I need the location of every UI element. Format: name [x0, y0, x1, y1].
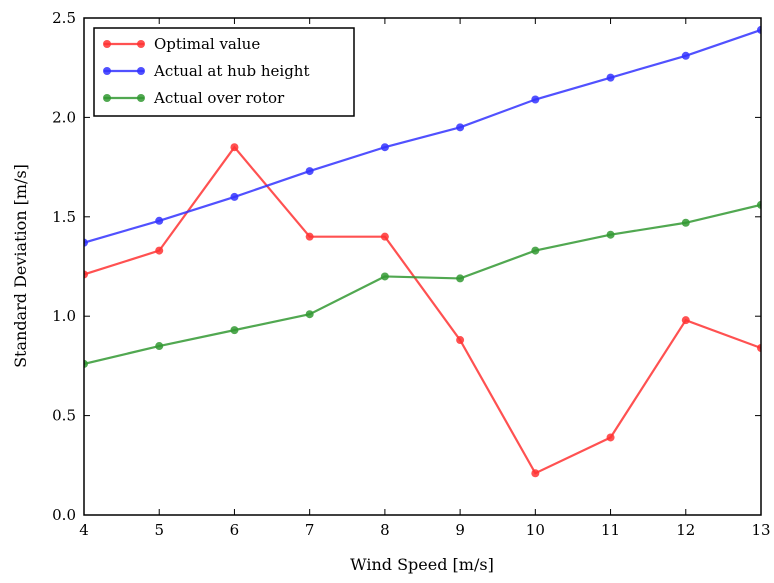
- y-tick-label: 0.0: [52, 506, 76, 524]
- legend-marker-3: [137, 94, 145, 102]
- y-tick-label: 2.5: [52, 9, 76, 27]
- series-line-3: [84, 203, 761, 365]
- plot-frame: [83, 17, 762, 516]
- series-3-point: [230, 326, 239, 335]
- series-2-point: [606, 73, 615, 82]
- series-3-point: [84, 359, 88, 368]
- series-1-point: [606, 433, 615, 442]
- x-axis-label: Wind Speed [m/s]: [350, 555, 494, 574]
- y-tick-label: 2.0: [52, 108, 76, 126]
- series-1-point: [380, 232, 389, 241]
- y-tick-label: 1.5: [52, 208, 76, 226]
- x-tick-label: 7: [305, 521, 315, 539]
- legend-marker-1: [103, 40, 111, 48]
- series-3-point: [155, 342, 164, 351]
- series-2-point: [681, 51, 690, 60]
- legend-label-3: Actual over rotor: [153, 89, 285, 107]
- y-tick-label: 1.0: [52, 307, 76, 325]
- series-line-2: [84, 28, 761, 244]
- series-3-point: [456, 274, 465, 283]
- y-tick-label: 0.5: [52, 407, 76, 425]
- series-1-point: [230, 143, 239, 152]
- legend-marker-1: [137, 40, 145, 48]
- series-1-point: [456, 336, 465, 345]
- series-3-point: [606, 230, 615, 239]
- series-2-point: [84, 238, 88, 247]
- series-2-point: [456, 123, 465, 132]
- x-tick-label: 4: [79, 521, 89, 539]
- y-axis-label: Standard Deviation [m/s]: [11, 164, 30, 368]
- series-2-point: [531, 95, 540, 104]
- series-1-point: [84, 270, 88, 279]
- x-tick-label: 13: [751, 521, 770, 539]
- series-3-point: [305, 310, 314, 319]
- x-tick-label: 9: [455, 521, 465, 539]
- legend: Optimal value Actual at hub height Actual …: [93, 27, 355, 117]
- legend-marker-2: [103, 67, 111, 75]
- series-3-point: [531, 246, 540, 255]
- legend-marker-2: [137, 67, 145, 75]
- series-layer: [84, 25, 761, 478]
- legend-label-2: Actual at hub height: [153, 62, 310, 80]
- series-3-point: [757, 200, 761, 209]
- x-tick-label: 11: [601, 521, 620, 539]
- x-tick-label: 8: [380, 521, 390, 539]
- series-2-point: [757, 25, 761, 34]
- ticks-layer: 4 5 6 7 8 9 10 11 12 13 0.0 0.5 1.0 1.5 2.0 2.5: [52, 9, 770, 539]
- series-1-point: [155, 246, 164, 255]
- series-1-point: [681, 316, 690, 325]
- x-tick-label: 12: [676, 521, 695, 539]
- series-2-point: [230, 192, 239, 201]
- x-tick-label: 10: [526, 521, 545, 539]
- series-line-1: [84, 145, 761, 475]
- x-tick-label: 5: [154, 521, 164, 539]
- series-2-point: [380, 143, 389, 152]
- series-3-point: [380, 272, 389, 281]
- series-2-point: [155, 216, 164, 225]
- series-2-point: [305, 167, 314, 176]
- series-1-point: [531, 469, 540, 478]
- x-tick-label: 6: [230, 521, 240, 539]
- series-3-point: [681, 218, 690, 227]
- legend-label-1: Optimal value: [154, 35, 260, 53]
- series-1-point: [305, 232, 314, 241]
- series-1-point: [757, 344, 761, 353]
- legend-marker-3: [103, 94, 111, 102]
